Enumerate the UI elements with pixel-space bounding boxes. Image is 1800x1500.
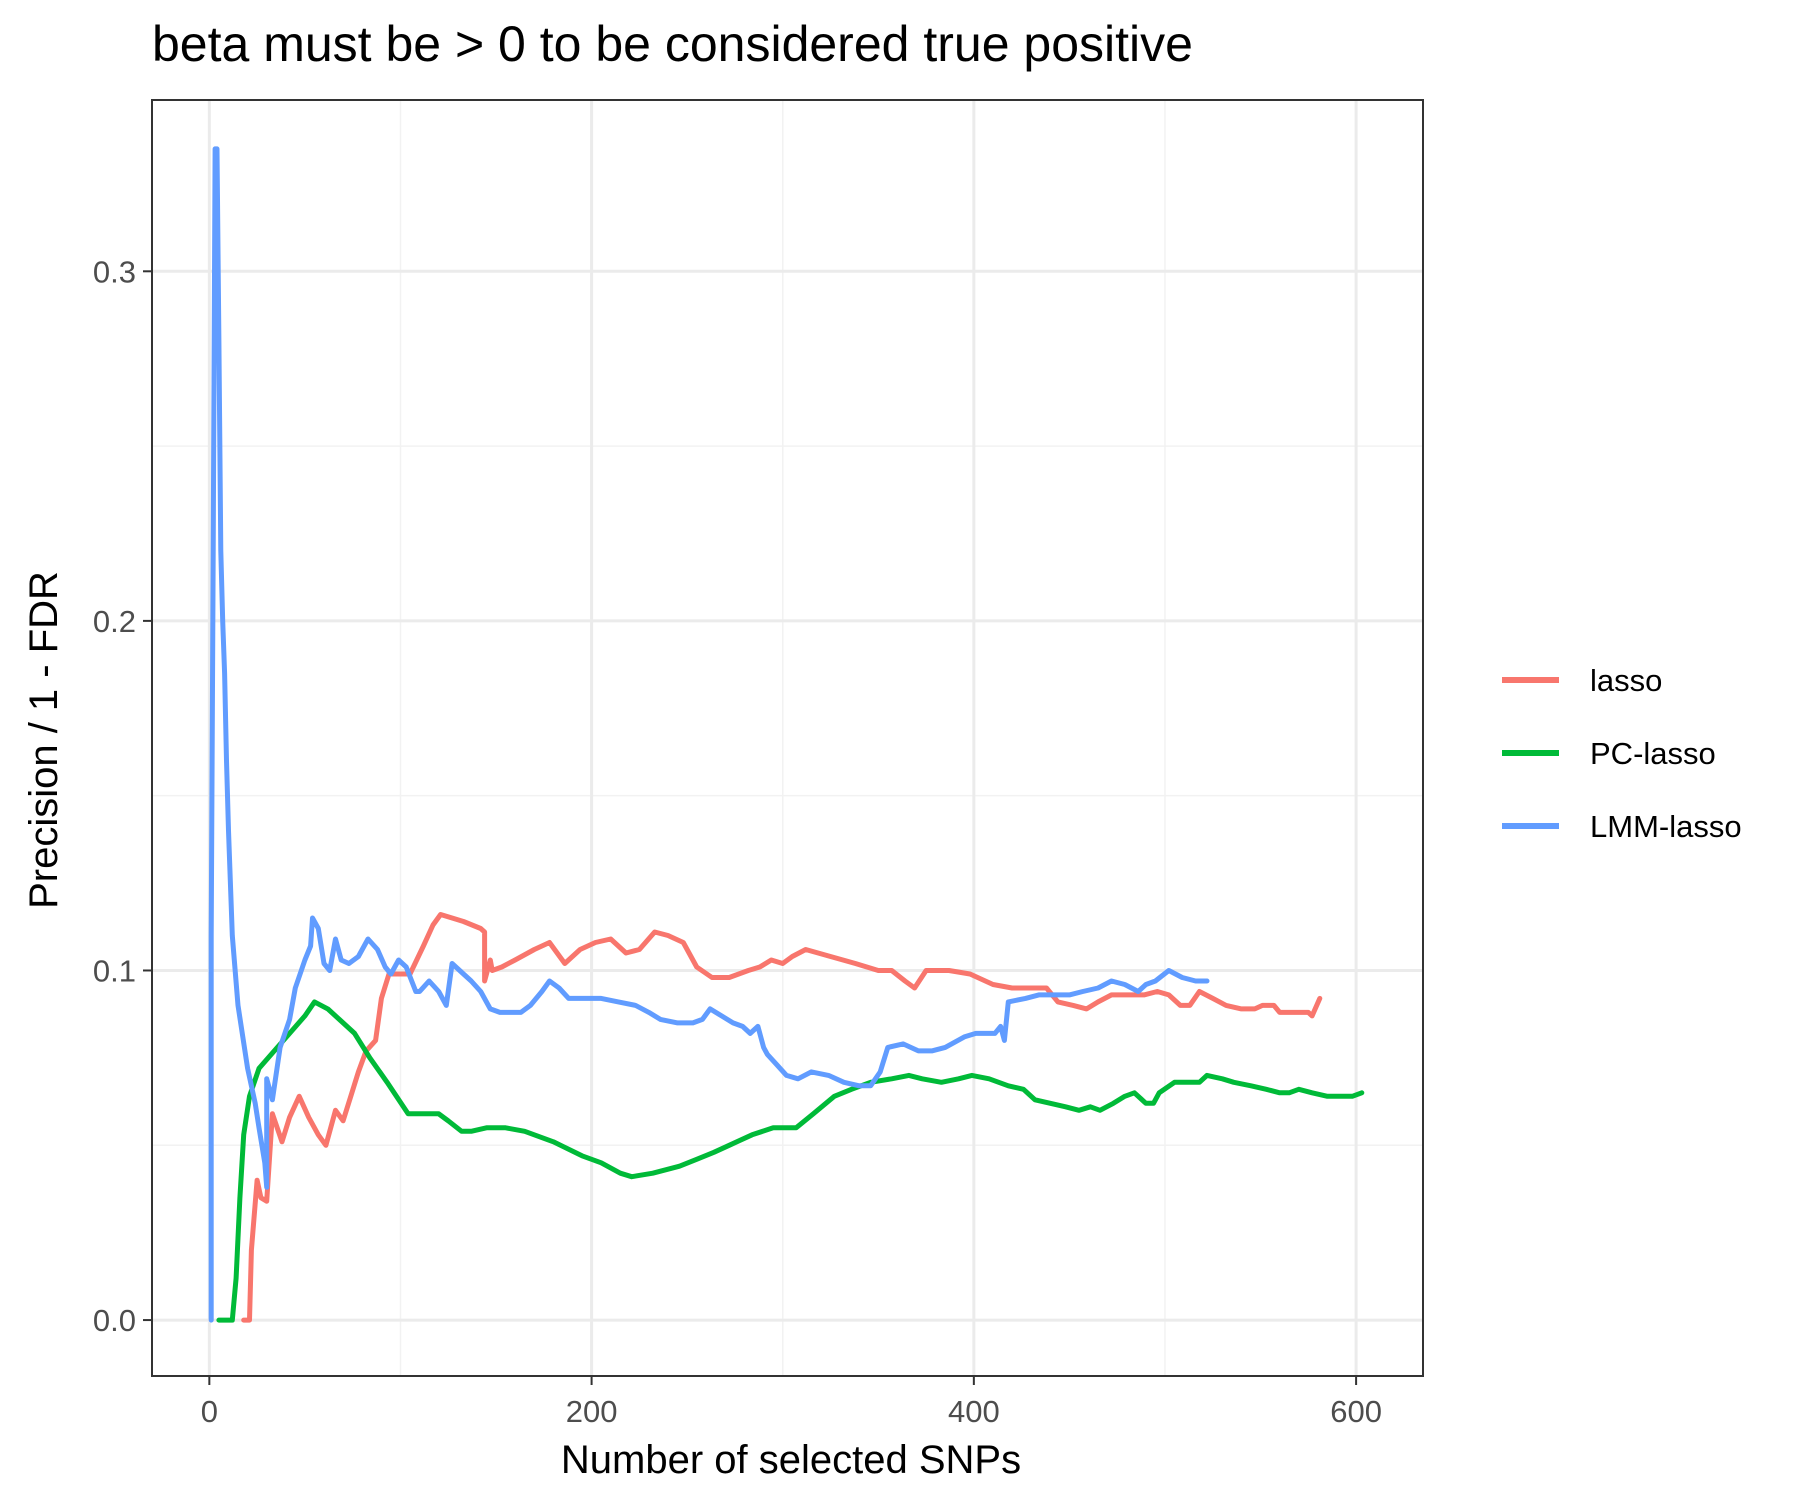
legend-item: lasso [1502, 663, 1662, 698]
panel-border [151, 99, 1424, 1377]
y-tick-label: 0.1 [93, 953, 136, 988]
y-tick-label: 0.2 [93, 604, 136, 639]
legend-label: LMM-lasso [1590, 809, 1742, 844]
chart-title: beta must be > 0 to be considered true p… [152, 16, 1193, 72]
x-axis-title: Number of selected SNPs [561, 1438, 1021, 1482]
y-axis: 0.0 0.1 0.2 0.3 [93, 254, 152, 1338]
legend-item: PC-lasso [1502, 736, 1716, 771]
x-tick-label: 400 [948, 1394, 1000, 1429]
legend-item: LMM-lasso [1502, 809, 1742, 844]
series-line-pc-lasso [216, 999, 1365, 1323]
legend-label: PC-lasso [1590, 736, 1716, 771]
series-line-lmm-lasso [208, 146, 1210, 1323]
y-tick-label: 0.0 [93, 1303, 136, 1338]
y-axis-title: Precision / 1 - FDR [22, 571, 66, 909]
minor-gridlines [152, 100, 1423, 1376]
series-lines [208, 146, 1365, 1323]
y-tick-label: 0.3 [93, 254, 136, 289]
legend: lasso PC-lasso LMM-lasso [1502, 663, 1742, 844]
major-gridlines [152, 100, 1423, 1376]
x-tick-label: 200 [566, 1394, 618, 1429]
x-axis: 0 200 400 600 [201, 1376, 1382, 1429]
series-line-lasso [241, 912, 1323, 1323]
legend-label: lasso [1590, 663, 1662, 698]
x-tick-label: 600 [1330, 1394, 1382, 1429]
x-tick-label: 0 [201, 1394, 218, 1429]
plot-panel [151, 99, 1424, 1377]
